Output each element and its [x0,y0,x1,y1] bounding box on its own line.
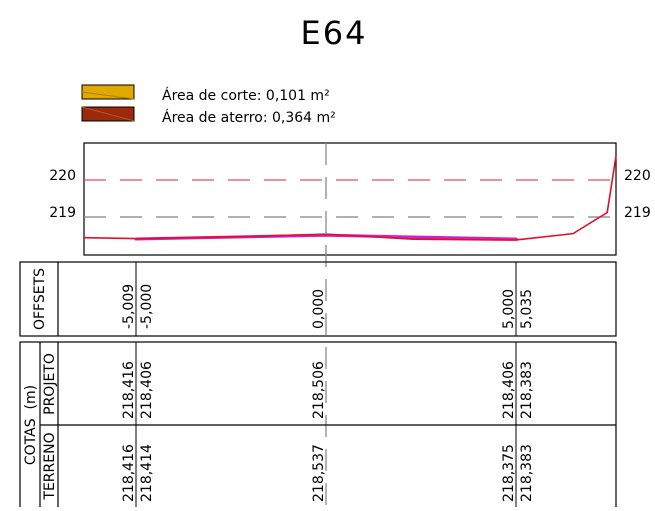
terreno-value: 218,537 [311,444,327,502]
cotas-table-frame [19,341,617,511]
cotas-group-label: COTAS (m) [23,385,39,465]
offset-value: 0,000 [311,289,327,329]
terreno-value: 218,416 [121,444,137,502]
legend-swatch-aterro-hatch [81,106,135,122]
legend-swatch-corte [81,84,135,100]
section-title: E64 [301,14,368,52]
projeto-value: 218,506 [311,361,327,419]
projeto-value: 218,406 [139,361,155,419]
legend: Área de corte: 0,101 m² Área de aterro: … [81,84,336,126]
profile-series [83,155,617,242]
legend-label-corte: Área de corte: 0,101 m² [162,87,330,104]
offsets-table: OFFSETS -5,009 -5,000 0,000 5,000 5,035 [19,261,617,337]
offsets-row-label: OFFSETS [32,268,48,330]
terreno-value: 218,383 [519,444,535,502]
projeto-value: 218,406 [501,361,517,419]
legend-swatch-corte-hatch [81,91,135,100]
elevation-label-219-left: 219 [49,205,76,221]
offsets-table-frame [19,261,617,337]
offset-value: 5,035 [519,289,535,329]
projeto-value: 218,416 [121,361,137,419]
offset-value: 5,000 [501,289,517,329]
offset-value: -5,000 [139,284,155,329]
terreno-value: 218,375 [501,444,517,502]
projeto-row-label: PROJETO [42,353,58,415]
projeto-value: 218,383 [519,361,535,419]
cotas-table: COTAS (m) PROJETO TERRENO 218,416 218,40… [19,341,617,511]
elevation-label-220-right: 220 [624,168,651,184]
terrain-profile-line [83,155,617,241]
offset-value: -5,009 [121,284,137,329]
terreno-value: 218,414 [139,444,155,502]
elevation-label-220-left: 220 [49,168,76,184]
terreno-row-label: TERRENO [42,432,58,500]
elevation-label-219-right: 219 [624,205,651,221]
profile-frame [83,142,617,256]
legend-label-aterro: Área de aterro: 0,364 m² [162,109,336,126]
